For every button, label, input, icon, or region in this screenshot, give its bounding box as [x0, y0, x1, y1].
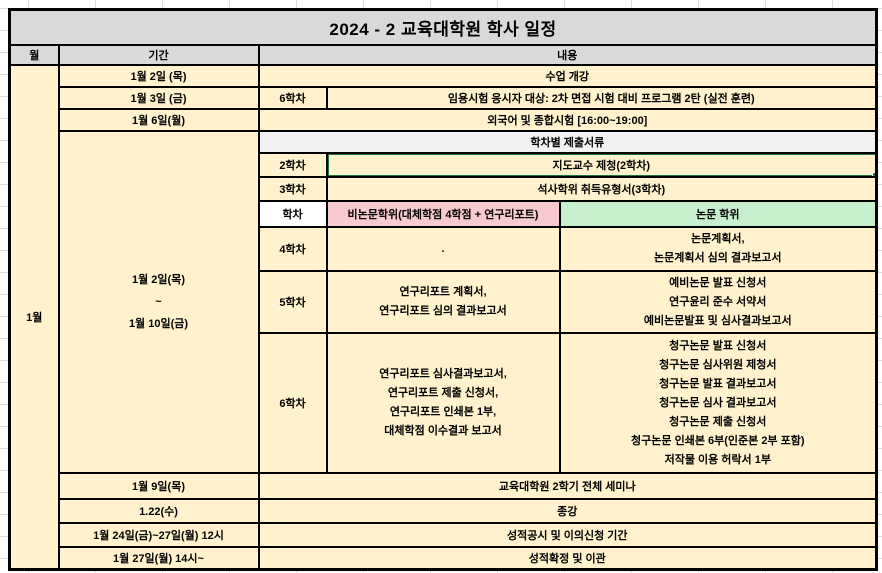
- period-cell[interactable]: 1.22(수): [57, 498, 260, 524]
- col-header-month[interactable]: 월: [8, 44, 60, 66]
- col-header-content[interactable]: 내용: [257, 44, 878, 66]
- degree-header-thesis[interactable]: 논문 학위: [558, 200, 878, 228]
- tier-cell[interactable]: 4학차: [257, 226, 328, 272]
- month-cell[interactable]: 1월: [8, 64, 60, 571]
- period-cell[interactable]: 1월 3일 (금): [57, 86, 260, 110]
- period-cell[interactable]: 1월 9일(목): [57, 472, 260, 500]
- degree-header-tier[interactable]: 학차: [257, 200, 328, 228]
- tier-cell[interactable]: 6학차: [257, 332, 328, 474]
- content-cell[interactable]: 성적공시 및 이의신청 기간: [257, 522, 878, 548]
- schedule-table: 2024 - 2 교육대학원 학사 일정 월 기간 내용 1월 1월 2일 (목…: [8, 8, 879, 571]
- content-cell[interactable]: 외국어 및 종합시험 [16:00~19:00]: [257, 108, 878, 132]
- fill-handle[interactable]: [872, 172, 875, 175]
- content-cell[interactable]: 수업 개강: [257, 64, 878, 88]
- content-cell-selected[interactable]: 지도교수 제청(2학차): [325, 152, 878, 178]
- selected-cell-text: 지도교수 제청(2학차): [552, 160, 651, 172]
- non-thesis-cell[interactable]: 연구리포트 심사결과보고서, 연구리포트 제출 신청서, 연구리포트 인쇄본 1…: [325, 332, 561, 474]
- period-cell[interactable]: 1월 2일 (목): [57, 64, 260, 88]
- thesis-cell[interactable]: 예비논문 발표 신청서 연구윤리 준수 서약서 예비논문발표 및 심사결과보고서: [558, 270, 878, 334]
- thesis-cell[interactable]: 논문계획서, 논문계획서 심의 결과보고서: [558, 226, 878, 272]
- tier-cell[interactable]: 6학차: [257, 86, 328, 110]
- thesis-cell[interactable]: 청구논문 발표 신청서 청구논문 심사위원 제청서 청구논문 발표 결과보고서 …: [558, 332, 878, 474]
- tier-cell[interactable]: 2학차: [257, 152, 328, 178]
- content-cell[interactable]: 성적확정 및 이관: [257, 546, 878, 571]
- content-cell[interactable]: 임용시험 응시자 대상: 2차 면접 시험 대비 프로그램 2탄 (실전 훈련): [325, 86, 878, 110]
- non-thesis-cell[interactable]: .: [325, 226, 561, 272]
- period-cell[interactable]: 1월 24일(금)~27일(월) 12시: [57, 522, 260, 548]
- page-title: 2024 - 2 교육대학원 학사 일정: [8, 8, 878, 46]
- period-cell-merged[interactable]: 1월 2일(목) ~ 1월 10일(금): [57, 130, 260, 474]
- period-cell[interactable]: 1월 27일(월) 14시~: [57, 546, 260, 571]
- content-cell[interactable]: 석사학위 취득유형서(3학차): [325, 176, 878, 202]
- tier-cell[interactable]: 5학차: [257, 270, 328, 334]
- section-title-cell[interactable]: 학차별 제출서류: [257, 130, 878, 154]
- period-cell[interactable]: 1월 6일(월): [57, 108, 260, 132]
- degree-header-non-thesis[interactable]: 비논문학위(대체학점 4학점 + 연구리포트): [325, 200, 561, 228]
- content-cell[interactable]: 종강: [257, 498, 878, 524]
- tier-cell[interactable]: 3학차: [257, 176, 328, 202]
- col-header-period[interactable]: 기간: [57, 44, 260, 66]
- content-cell[interactable]: 교육대학원 2학기 전체 세미나: [257, 472, 878, 500]
- non-thesis-cell[interactable]: 연구리포트 계획서, 연구리포트 심의 결과보고서: [325, 270, 561, 334]
